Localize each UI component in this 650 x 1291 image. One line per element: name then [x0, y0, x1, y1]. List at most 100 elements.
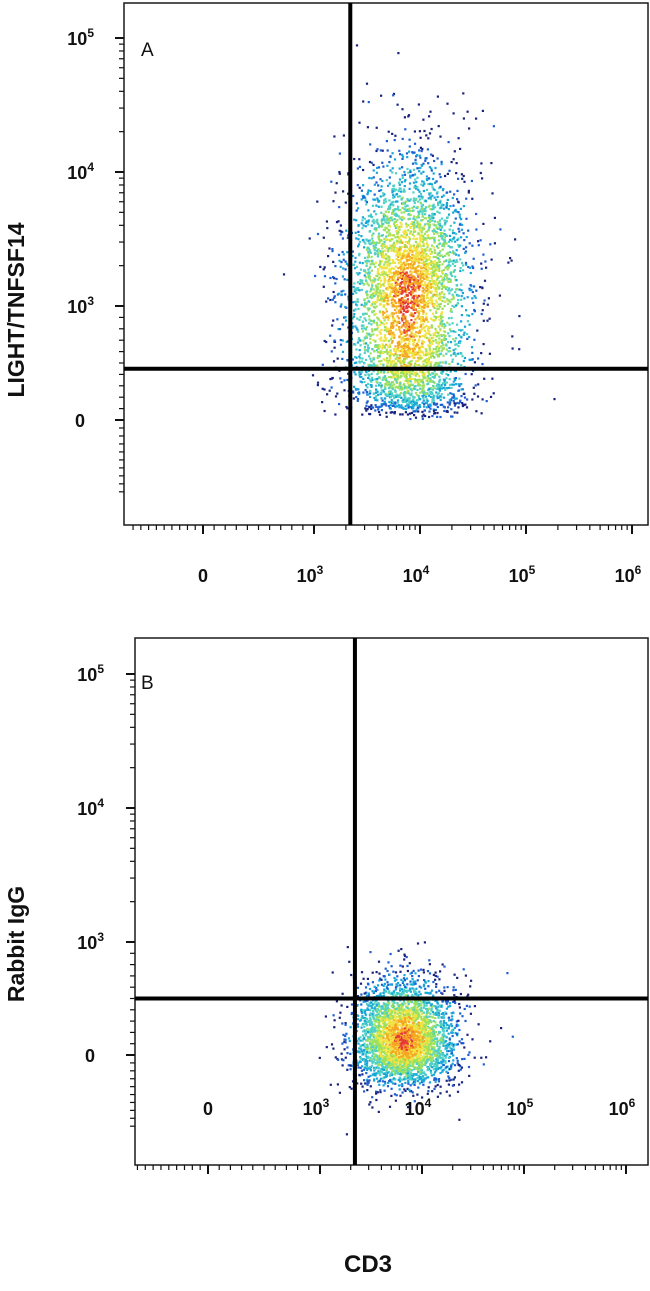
event-dot [412, 342, 415, 346]
event-dot [440, 204, 443, 207]
event-dot [333, 295, 336, 298]
event-dot [378, 337, 381, 341]
event-dot [445, 373, 448, 376]
event-dot [447, 1027, 450, 1030]
event-dot [383, 263, 386, 266]
event-dot [417, 200, 420, 203]
event-dot [428, 341, 431, 344]
event-dot [405, 387, 408, 390]
event-dot [383, 319, 386, 322]
event-dot [421, 219, 424, 222]
event-dot [418, 1082, 421, 1085]
event-dot [450, 298, 454, 301]
event-dot [405, 372, 409, 375]
event-dot [384, 249, 387, 252]
event-dot [429, 362, 432, 365]
event-dot [364, 374, 367, 377]
event-dot [368, 332, 371, 335]
event-dot [360, 189, 363, 192]
event-dot [377, 1070, 380, 1073]
event-dot [376, 328, 379, 331]
event-dot [396, 378, 399, 381]
event-dot [357, 207, 360, 210]
event-dot [440, 323, 443, 326]
event-dot [375, 349, 379, 352]
event-dot [360, 1026, 363, 1029]
event-dot [438, 378, 441, 381]
event-dot [411, 296, 414, 299]
event-dot [404, 352, 407, 355]
event-dot [459, 207, 462, 210]
event-dot [440, 393, 443, 396]
event-dot [368, 315, 371, 318]
event-dot [402, 301, 405, 304]
event-dot [471, 313, 474, 316]
event-dot [392, 404, 395, 407]
event-dot [374, 345, 377, 348]
event-dot [371, 348, 374, 351]
event-dot [427, 360, 430, 363]
event-dot [355, 265, 358, 268]
event-dot [453, 265, 456, 268]
event-dot [418, 310, 421, 313]
event-dot [415, 225, 418, 228]
event-dot [407, 386, 411, 389]
event-dot [376, 290, 379, 293]
event-dot [343, 389, 346, 392]
event-dot [439, 254, 442, 257]
event-dot [331, 324, 334, 327]
event-dot [338, 172, 341, 175]
event-dot [332, 276, 335, 279]
event-dot [376, 334, 379, 337]
event-dot [441, 269, 444, 272]
event-dot [411, 352, 415, 355]
event-dot [448, 328, 451, 331]
event-dot [344, 268, 347, 271]
event-dot [434, 348, 437, 351]
event-dot [433, 1063, 436, 1066]
event-dot [438, 380, 441, 383]
event-dot [390, 336, 393, 339]
event-dot [331, 971, 334, 974]
event-dot [396, 226, 399, 229]
event-dot [437, 303, 440, 306]
event-dot [413, 261, 416, 264]
event-dot [402, 398, 405, 402]
event-dot [392, 234, 395, 237]
event-dot [407, 305, 411, 308]
event-dot [425, 349, 428, 352]
event-dot [419, 265, 422, 268]
event-dot [452, 399, 455, 403]
event-dot [384, 387, 387, 390]
event-dot [401, 413, 404, 416]
event-dot [449, 341, 453, 344]
event-dot [371, 279, 374, 282]
event-dot [337, 253, 341, 256]
event-dot [400, 262, 403, 265]
event-dot [372, 176, 375, 179]
event-dot [388, 232, 391, 235]
event-dot [479, 171, 482, 175]
event-dot [400, 216, 403, 219]
event-dot [314, 274, 317, 278]
event-dot [352, 292, 355, 295]
event-dot [483, 279, 487, 282]
event-dot [407, 362, 410, 365]
event-dot [420, 1016, 423, 1019]
event-dot [415, 987, 418, 990]
event-dot [377, 288, 380, 291]
event-dot [388, 295, 392, 298]
event-dot [390, 246, 393, 249]
event-dot [372, 339, 375, 342]
event-dot [384, 238, 387, 241]
event-dot [380, 402, 383, 406]
event-dot [385, 314, 388, 317]
event-dot [418, 234, 422, 237]
event-dot [378, 303, 381, 306]
event-dot [386, 301, 389, 305]
event-dot [457, 352, 460, 355]
event-dot [395, 371, 398, 374]
event-dot [397, 208, 400, 211]
event-dot [427, 283, 430, 286]
event-dot [413, 371, 416, 374]
